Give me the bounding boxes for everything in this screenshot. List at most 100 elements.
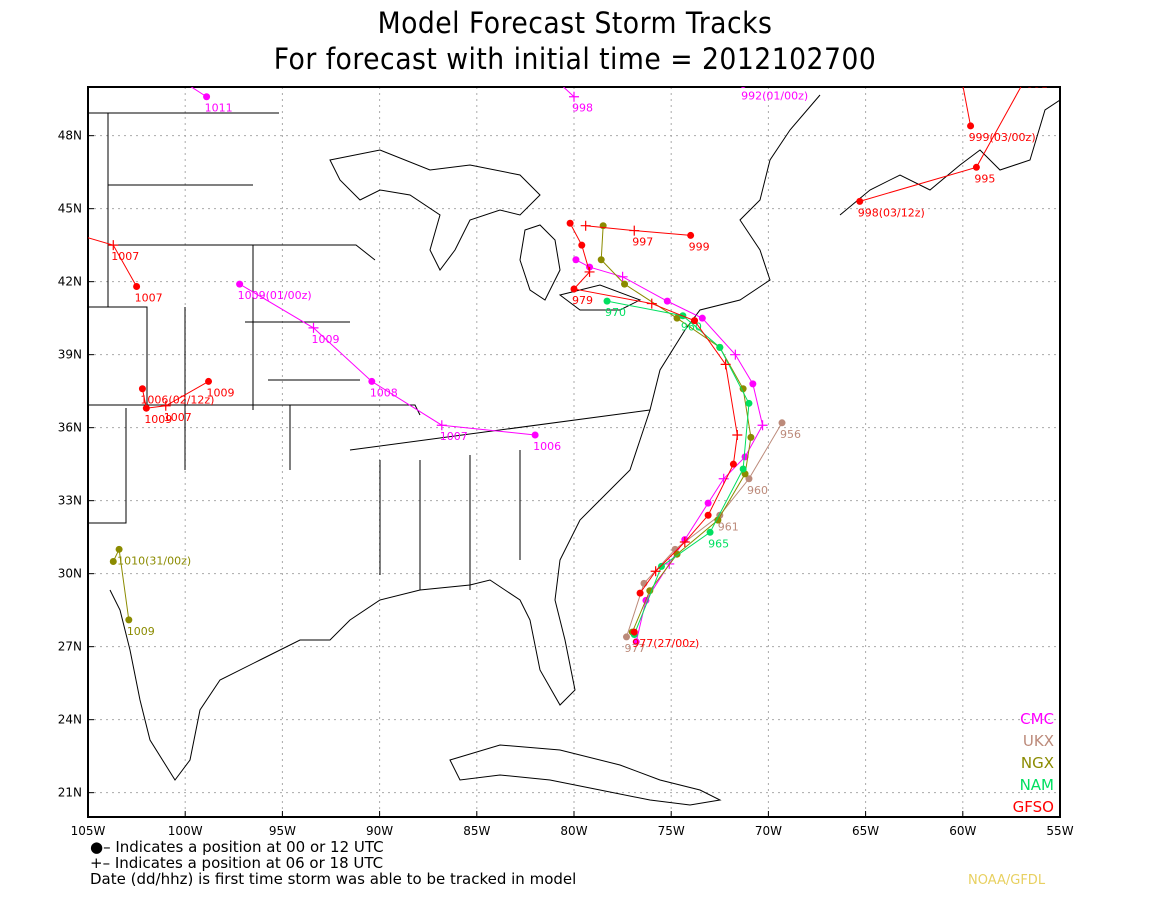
track-point-plus: [569, 91, 579, 102]
great-lakes-outline: [329, 149, 642, 311]
track-point-label: 1006(02/12z): [140, 394, 214, 407]
track-point-plus: [436, 420, 447, 431]
lat-tick-label: 27N: [58, 640, 82, 654]
new-mexico-border: [88, 306, 148, 406]
track-point-dot: [636, 589, 644, 597]
track-point-dot: [741, 453, 749, 461]
track-point-dot: [597, 256, 605, 264]
track-point-label: 1007: [440, 430, 468, 443]
track-point-label: 1008: [370, 386, 398, 399]
track-point-label: 1010(31/00z): [117, 554, 191, 567]
lon-tick-label: 95W: [269, 824, 296, 838]
track-point-label: 1006: [533, 440, 561, 453]
track-ngx: 1010(31/00z) 1009: [109, 545, 191, 638]
track-line: [141, 380, 209, 409]
lon-tick-label: 85W: [463, 824, 490, 838]
track-point-plus: [108, 240, 119, 251]
lon-tick-label: 80W: [560, 824, 587, 838]
track-point-dot: [716, 343, 724, 351]
track-gfso: 997 999(03/00z): [954, 60, 1036, 144]
track-gfso: 1007 1007: [88, 237, 163, 305]
lon-tick-label: 90W: [366, 824, 393, 838]
track-point-label: 960: [747, 484, 768, 497]
track-point-dot: [203, 93, 211, 101]
track-point-label: 977: [624, 642, 645, 655]
lat-tick-label: 33N: [58, 494, 82, 508]
track-point-label: 997: [632, 236, 653, 249]
track-point-dot: [739, 385, 747, 393]
track-point-label: 961: [718, 520, 739, 533]
track-line: [626, 422, 783, 638]
track-point-plus: [126, 43, 136, 53]
track-point-dot: [967, 122, 975, 130]
track-point-plus: [517, 43, 527, 53]
track-point-dot: [687, 231, 695, 239]
lat-tick-label: 21N: [58, 786, 82, 800]
track-point-dot: [621, 280, 629, 288]
track-point-dot: [704, 511, 712, 519]
track-point-dot: [125, 616, 133, 624]
track-line: [562, 87, 575, 98]
track-gfso: 998(03/12z) 995 991: [856, 69, 1048, 219]
lon-tick-label: 105W: [71, 824, 106, 838]
lat-tick-label: 30N: [58, 567, 82, 581]
track-point-dot: [578, 241, 586, 249]
track-point-dot: [138, 385, 146, 393]
track-point-dot: [745, 475, 753, 483]
lat-tick-label: 42N: [58, 275, 82, 289]
track-point-label: 1007: [164, 411, 192, 424]
track-point-dot: [531, 431, 539, 439]
lon-tick-label: 65W: [852, 824, 879, 838]
track-point-label: 999: [689, 240, 710, 253]
track-point-dot: [856, 197, 864, 205]
storm-tracks: 1011 998987992(01/00z)1009(01/00z)1009100…: [88, 36, 1048, 655]
track-point-label: 998: [572, 102, 593, 115]
track-point-dot: [673, 314, 681, 322]
track-point-dot: [572, 256, 580, 264]
model-key-gfso: GFSO: [1012, 798, 1054, 816]
track-line: [679, 41, 743, 85]
track-point-plus: [674, 36, 684, 46]
track-point-plus: [308, 322, 319, 333]
track-line: [239, 283, 536, 436]
track-point-dot: [749, 380, 757, 388]
track-point-label: 1009: [312, 333, 340, 346]
track-point-dot: [109, 558, 117, 565]
model-key-cmc: CMC: [1020, 710, 1054, 728]
track-point-dot: [691, 317, 699, 325]
track-line: [606, 300, 750, 635]
model-key-ngx: NGX: [1020, 754, 1054, 772]
track-cmc: [572, 256, 768, 646]
cuba-outline: [449, 744, 722, 806]
track-line: [190, 87, 207, 98]
track-point-dot: [663, 297, 671, 305]
legend-dot-meaning: ●– Indicates a position at 00 or 12 UTC: [90, 838, 384, 856]
lat-tick-label: 36N: [58, 421, 82, 435]
track-point-dot: [657, 562, 665, 570]
legend-plus-meaning: +– Indicates a position at 06 or 18 UTC: [90, 854, 384, 872]
track-cmc: 1011: [126, 43, 233, 115]
track-point-dot: [714, 516, 722, 524]
track-point-label: 998(03/12z): [858, 206, 925, 219]
legend-date-meaning: Date (dd/hhz) is first time storm was ab…: [90, 870, 577, 888]
track-point-label: 965: [708, 537, 729, 550]
track-point-dot: [704, 499, 712, 507]
track-point-plus: [954, 60, 964, 70]
track-point-plus: [718, 473, 729, 484]
track-point-plus: [580, 220, 591, 231]
track-point-dot: [1025, 69, 1032, 76]
track-point-dot: [115, 545, 123, 553]
lat-tick-label: 48N: [58, 129, 82, 143]
track-point-plus: [720, 359, 731, 370]
track-point-dot: [133, 283, 141, 291]
lat-tick-label: 39N: [58, 348, 82, 362]
lat-tick-label: 45N: [58, 202, 82, 216]
track-point-dot: [745, 399, 753, 407]
lon-tick-label: 60W: [949, 824, 976, 838]
track-point-plus: [757, 420, 768, 431]
track-point-label: 1009: [144, 413, 172, 426]
track-gfso: 977(27/00z): [630, 628, 699, 650]
track-point-dot: [739, 465, 747, 473]
maritime-canada: [839, 99, 1060, 216]
